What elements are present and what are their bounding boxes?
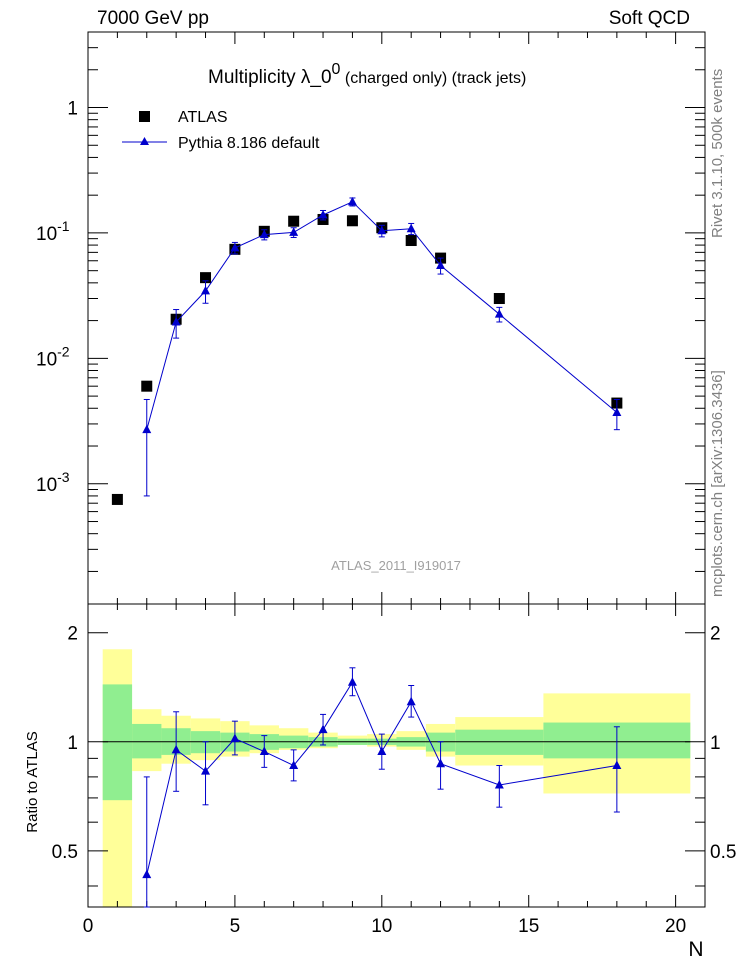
legend-pythia-label: Pythia 8.186 default [178, 135, 320, 152]
main-title: Multiplicity λ_00 (charged only) (track … [208, 61, 526, 88]
ratio-pythia-point [171, 744, 181, 754]
legend: ATLAS Pythia 8.186 default [122, 109, 320, 152]
main-pythia-point [406, 223, 416, 233]
header-left: 7000 GeV pp [97, 8, 209, 29]
x-axis-label: N [688, 938, 703, 961]
mcplots-label: mcplots.cern.ch [arXiv:1306.3436] [709, 370, 726, 597]
ratio-pythia-point [201, 766, 211, 775]
main-pythia-point [259, 229, 269, 239]
main-y-tick-label: 10-2 [36, 343, 70, 370]
ratio-band-inner [455, 729, 544, 755]
rivet-label: Rivet 3.1.10, 500k events [709, 69, 726, 238]
main-pythia-point [318, 209, 328, 219]
legend-pythia-marker [140, 137, 149, 145]
ratio-pythia-point [142, 869, 152, 879]
main-pythia-point [230, 242, 240, 252]
ratio-frame [87, 603, 706, 908]
main-y-tick-base: 10 [36, 224, 57, 245]
x-tick-label: 10 [371, 916, 392, 937]
ratio-band-inner [102, 684, 133, 801]
legend-atlas-marker [139, 111, 150, 122]
ratio-pythia-point [494, 779, 504, 789]
ratio-band-inner [132, 723, 162, 759]
main-pythia-point [612, 407, 622, 417]
main-pythia-point [201, 285, 211, 295]
main-y-tick-exp: -2 [57, 343, 70, 359]
main-pythia-point [171, 316, 181, 326]
main-y-tick-exp: -1 [57, 218, 70, 234]
header-right: Soft QCD [609, 8, 690, 29]
main-y-tick-label: 10-3 [36, 469, 70, 496]
main-title-sup: 0 [332, 61, 341, 78]
main-y-tick-base: 10 [36, 475, 57, 496]
main-pythia-point [289, 227, 299, 236]
main-pythia-point [377, 225, 387, 235]
ratio-pythia-point [318, 724, 328, 734]
x-tick-label: 20 [665, 916, 686, 937]
x-tick-label: 15 [518, 916, 539, 937]
main-pythia-point [142, 424, 152, 434]
main-pythia-point [436, 260, 446, 269]
x-tick-label: 0 [83, 916, 94, 937]
main-title-text: Multiplicity λ_0 [208, 67, 332, 88]
ratio-pythia-point [230, 733, 240, 743]
atlas-point [111, 493, 123, 505]
main-panel: 10-310-210-11 [36, 31, 706, 605]
ratio-y-tick-label-left: 2 [67, 624, 78, 645]
ratio-pythia-point [612, 760, 622, 770]
ratio-pythia-point [347, 677, 357, 686]
atlas-point [288, 215, 300, 227]
x-tick-label: 5 [230, 916, 241, 937]
ratio-pythia-point [259, 746, 269, 756]
atlas-point [200, 272, 212, 284]
atlas-point [493, 293, 505, 305]
atlas-point [405, 235, 417, 247]
ratio-y-tick-label-right: 2 [710, 624, 721, 645]
ratio-y-tick-label-right: 1 [710, 733, 721, 754]
ratio-y-tick-label-left: 0.5 [52, 842, 78, 863]
analysis-watermark: ATLAS_2011_I919017 [331, 558, 461, 573]
ratio-pythia-point [406, 696, 416, 706]
main-pythia-point [347, 196, 357, 206]
ratio-pythia-point [377, 746, 387, 756]
ratio-panel: 0 5 10 15 20 0.5 0.5 1 1 2 2 [52, 603, 736, 937]
ratio-pythia-point [289, 760, 299, 770]
main-title-suffix: (charged only) (track jets) [340, 70, 526, 87]
main-pythia-point [494, 309, 504, 318]
ratio-y-tick-label-left: 1 [67, 733, 78, 754]
ratio-y-tick-label-right: 0.5 [710, 842, 736, 863]
main-y-tick-label: 1 [67, 99, 78, 120]
ratio-ylabel: Ratio to ATLAS [24, 731, 41, 832]
ratio-pythia-point [436, 758, 446, 768]
main-y-tick-label: 10-1 [36, 218, 70, 245]
legend-atlas-label: ATLAS [178, 109, 228, 126]
atlas-point [346, 215, 358, 227]
main-y-tick-exp: -3 [57, 469, 70, 485]
main-y-tick-base: 10 [36, 349, 57, 370]
atlas-point [141, 380, 153, 392]
